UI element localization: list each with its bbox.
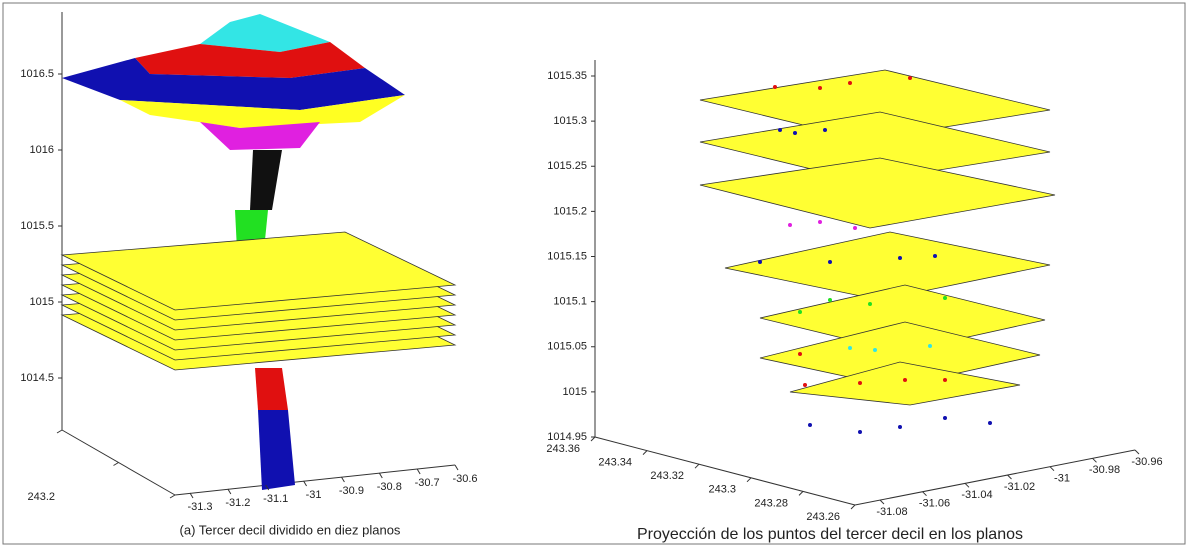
- tick-mark: [416, 468, 421, 475]
- cluster-cyan: [200, 14, 330, 52]
- tick-label: 1014.95: [547, 431, 587, 443]
- tick-mark: [1134, 449, 1140, 455]
- tick-mark: [1049, 466, 1055, 472]
- tick-label: 243.36: [546, 443, 580, 455]
- tick-label: -30.6: [452, 473, 477, 485]
- tick-mark: [113, 462, 119, 466]
- tick-label: 1015.5: [20, 220, 54, 232]
- tick-mark: [454, 464, 459, 471]
- panel-2: Proyección de los puntos del tercer deci…: [594, 60, 1136, 543]
- caption: Proyección de los puntos del tercer deci…: [637, 526, 1023, 543]
- tick-label: -31.06: [919, 498, 950, 510]
- tick-label: -30.8: [377, 481, 402, 493]
- cluster-blue: [62, 58, 405, 110]
- tick-label: 1015: [563, 386, 587, 398]
- tick-label: -31: [1054, 473, 1070, 485]
- tick-label: -31.3: [187, 501, 212, 513]
- tick-label: 1015.15: [547, 250, 587, 262]
- tick-label: -30.9: [339, 485, 364, 497]
- caption: (a) Tercer decil dividido en diez planos: [180, 522, 401, 537]
- tick-mark: [189, 492, 194, 499]
- tick-mark: [746, 477, 752, 483]
- tick-label: 1014.5: [20, 372, 54, 384]
- tick-mark: [1092, 457, 1097, 463]
- y-axis: [594, 436, 856, 506]
- panel-1: (a) Tercer decil dividido en diez planos: [60, 12, 457, 537]
- tick-label: -31: [306, 489, 322, 501]
- x-axis: [174, 464, 456, 496]
- tick-mark: [303, 480, 308, 487]
- x-axis: [854, 449, 1136, 506]
- tick-label: 243.3: [708, 484, 736, 496]
- tick-label: 1015.25: [547, 160, 587, 172]
- tick-mark: [798, 491, 804, 496]
- tick-label: 1015.1: [553, 296, 587, 308]
- plane: [789, 361, 1021, 406]
- tick-mark: [922, 491, 927, 497]
- cluster-magenta: [200, 122, 320, 150]
- plane: [699, 157, 1056, 229]
- tick-label: 1015.35: [547, 70, 587, 82]
- cluster-blue-2: [258, 410, 295, 490]
- tick-mark: [694, 463, 700, 469]
- tick-mark: [378, 472, 383, 479]
- tick-mark: [265, 484, 270, 491]
- tick-label: -31.1: [263, 493, 288, 505]
- tick-mark: [642, 450, 648, 455]
- tick-label: 243.28: [754, 497, 788, 509]
- tick-mark: [227, 488, 232, 495]
- cluster-red: [135, 42, 365, 78]
- tick-mark: [964, 482, 970, 488]
- tick-mark: [56, 429, 63, 434]
- tick-label: 1015.2: [553, 205, 587, 217]
- plane: [724, 231, 1051, 301]
- tick-label: -31.04: [961, 489, 992, 501]
- tick-label: -31.2: [225, 497, 250, 509]
- tick-label: -30.7: [415, 477, 440, 489]
- tick-label: 1015.3: [553, 115, 587, 127]
- plane: [60, 231, 457, 311]
- tick-label: -30.98: [1089, 464, 1120, 476]
- tick-label: -31.02: [1004, 481, 1035, 493]
- tick-label: -30.96: [1131, 456, 1162, 468]
- tick-label: 1016.5: [20, 68, 54, 80]
- points: [758, 76, 992, 434]
- tick-label: 243.34: [598, 457, 632, 469]
- cluster-red-2: [255, 368, 288, 410]
- tick-label: 1015: [30, 296, 54, 308]
- tick-mark: [879, 499, 885, 505]
- cluster-yellow: [120, 95, 405, 128]
- tick-label: -31.08: [876, 506, 907, 518]
- tick-label: 243.2: [27, 491, 55, 503]
- tick-mark: [590, 436, 596, 442]
- tick-mark: [850, 504, 856, 510]
- tick-label: 243.32: [650, 470, 684, 482]
- tick-label: 1015.05: [547, 341, 587, 353]
- cluster-black: [250, 150, 282, 210]
- tick-label: 243.26: [806, 511, 840, 523]
- tick-mark: [340, 476, 345, 483]
- tick-mark: [1007, 474, 1012, 480]
- tick-mark: [169, 494, 176, 499]
- tick-label: 1016: [30, 144, 54, 156]
